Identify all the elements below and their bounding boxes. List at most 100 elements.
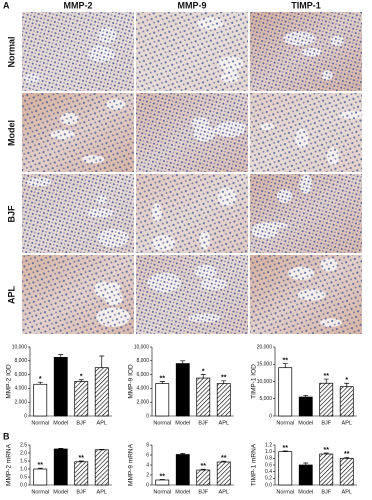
y-tick-label: 0.8 bbox=[265, 456, 272, 462]
error-bar bbox=[99, 355, 105, 368]
x-tick-label: Model bbox=[175, 489, 190, 495]
significance-label: * bbox=[202, 368, 205, 375]
y-tick-label: 2.5 bbox=[20, 442, 27, 448]
column-header: MMP-2 bbox=[64, 0, 93, 10]
significance-label: ** bbox=[160, 375, 166, 382]
y-axis-label: MMP-9 IOD bbox=[128, 364, 135, 399]
significance-label: * bbox=[80, 374, 83, 381]
y-axis-label: MMP-2 IOD bbox=[6, 364, 13, 399]
y-tick-label: 4,000 bbox=[14, 386, 27, 392]
significance-label: ** bbox=[160, 473, 166, 480]
bar bbox=[216, 383, 231, 417]
significance-label: * bbox=[39, 376, 42, 383]
y-axis-label: TIMP-1 IOD bbox=[251, 364, 258, 399]
error-bar bbox=[180, 453, 186, 455]
x-tick-label: Normal bbox=[31, 489, 49, 495]
y-tick-label: 0.4 bbox=[265, 469, 272, 475]
x-tick-label: Normal bbox=[153, 489, 171, 495]
nuclei bbox=[250, 93, 362, 172]
error-bar bbox=[78, 460, 84, 462]
nuclei bbox=[136, 93, 248, 172]
bar bbox=[33, 383, 48, 417]
y-tick-label: 0.2 bbox=[265, 476, 272, 482]
significance-label: ** bbox=[38, 462, 44, 469]
column-header: MMP-9 bbox=[178, 0, 207, 10]
x-tick-label: BJF bbox=[198, 489, 208, 495]
bar bbox=[298, 464, 313, 486]
significance-label: * bbox=[345, 377, 348, 384]
y-tick-label: 0.6 bbox=[265, 462, 272, 468]
y-axis-label: MMP-9 mRNA bbox=[128, 443, 135, 486]
x-tick-label: BJF bbox=[321, 489, 331, 495]
y-tick-label: 1.0 bbox=[265, 449, 272, 455]
x-tick-label: BJF bbox=[76, 489, 86, 495]
nuclei bbox=[136, 174, 248, 253]
bar bbox=[175, 454, 190, 486]
nuclei bbox=[22, 12, 134, 91]
x-tick-label: Normal bbox=[276, 489, 294, 495]
significance-label: ** bbox=[324, 373, 330, 380]
y-tick-label: 1.5 bbox=[20, 458, 27, 464]
nuclei bbox=[250, 255, 362, 334]
y-tick-label: 2,000 bbox=[136, 400, 149, 406]
y-axis-label: TIMP-1 mRNA bbox=[251, 443, 258, 486]
error-bar bbox=[323, 378, 329, 384]
significance-label: ** bbox=[201, 463, 207, 470]
y-tick-label: 6,000 bbox=[14, 372, 27, 378]
x-tick-label: APL bbox=[97, 420, 107, 426]
x-tick-label: APL bbox=[342, 420, 352, 426]
x-tick-label: Normal bbox=[153, 420, 171, 426]
x-tick-label: BJF bbox=[198, 420, 208, 426]
y-tick-label: 6,000 bbox=[136, 372, 149, 378]
x-tick-label: Model bbox=[298, 489, 313, 495]
bar bbox=[298, 396, 313, 417]
bar bbox=[339, 386, 354, 417]
y-tick-label: 10,000 bbox=[12, 344, 28, 350]
bar bbox=[216, 461, 231, 486]
y-tick-label: 0.0 bbox=[20, 482, 27, 488]
y-tick-label: 8,000 bbox=[136, 358, 149, 364]
bar bbox=[319, 453, 334, 486]
y-tick-label: 2,000 bbox=[14, 400, 27, 406]
row-label: BJF bbox=[6, 205, 16, 223]
y-tick-label: 1.2 bbox=[265, 442, 272, 448]
panel-label: B bbox=[3, 431, 10, 441]
error-bar bbox=[58, 448, 64, 449]
significance-label: ** bbox=[283, 445, 289, 452]
x-tick-label: APL bbox=[219, 489, 229, 495]
row-label: Normal bbox=[6, 36, 16, 67]
nuclei bbox=[136, 255, 248, 334]
y-tick-label: 5,000 bbox=[259, 396, 272, 402]
bar bbox=[196, 377, 211, 417]
error-bar bbox=[159, 479, 165, 480]
y-tick-label: 2 bbox=[146, 472, 149, 478]
y-tick-label: 10,000 bbox=[257, 379, 273, 385]
y-tick-label: 4,000 bbox=[136, 386, 149, 392]
bar bbox=[278, 451, 293, 486]
error-bar bbox=[78, 379, 84, 382]
panel-label: A bbox=[3, 0, 10, 10]
significance-label: ** bbox=[221, 455, 227, 462]
bar bbox=[33, 468, 48, 486]
significance-label: ** bbox=[79, 455, 85, 462]
y-tick-label: 20,000 bbox=[257, 344, 273, 350]
x-tick-label: BJF bbox=[76, 420, 86, 426]
significance-label: ** bbox=[221, 375, 227, 382]
error-bar bbox=[159, 381, 165, 384]
bar bbox=[94, 367, 109, 417]
y-axis-label: MMP-2 mRNA bbox=[6, 443, 13, 486]
y-tick-label: 0.5 bbox=[20, 474, 27, 480]
y-tick-label: 0 bbox=[146, 413, 149, 419]
error-bar bbox=[58, 354, 64, 358]
error-bar bbox=[303, 462, 309, 465]
nuclei bbox=[22, 255, 134, 334]
y-tick-label: 6 bbox=[146, 452, 149, 458]
significance-label: ** bbox=[324, 447, 330, 454]
error-bar bbox=[282, 450, 288, 452]
row-label: APL bbox=[6, 285, 16, 304]
nuclei bbox=[136, 12, 248, 91]
x-tick-label: Model bbox=[175, 420, 190, 426]
error-bar bbox=[200, 374, 206, 379]
error-bar bbox=[344, 456, 350, 459]
